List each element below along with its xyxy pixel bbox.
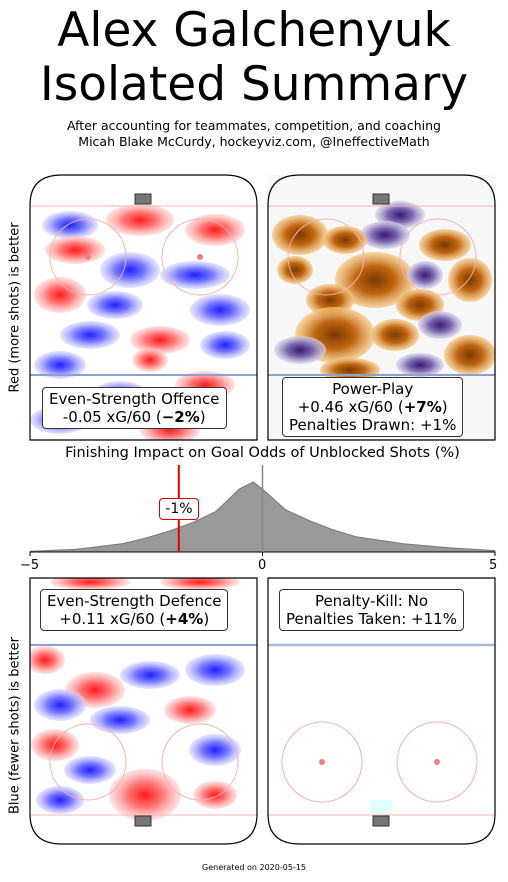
ev-defence-box: Even-Strength Defence +0.11 xG/60 (+4%) (40, 589, 229, 631)
penalty-kill-box: Penalty-Kill: No Penalties Taken: +11% (279, 589, 464, 631)
x-tick-label: 0 (258, 558, 267, 573)
finishing-impact-chart (29, 465, 496, 556)
power-play-value: +0.46 xG/60 (+7%) (297, 398, 448, 416)
penalties-drawn: Penalties Drawn: +1% (289, 416, 457, 434)
bottom-side-label: Blue (fewer shots) is better (7, 637, 23, 814)
power-play-title: Power-Play (332, 380, 414, 398)
penalty-kill-panel (267, 577, 496, 845)
ev-offence-value: -0.05 xG/60 (−2%) (62, 408, 206, 426)
marker-label: -1% (159, 498, 199, 520)
subtitle-line-2: Micah Blake McCurdy, hockeyviz.com, @Ine… (78, 134, 430, 149)
x-tick-label: 5 (489, 558, 498, 573)
title-line-1: Alex Galchenyuk (57, 3, 451, 58)
penalties-taken: Penalties Taken: +11% (286, 610, 457, 628)
ev-defence-heatmap (30, 578, 245, 821)
ev-offence-box: Even-Strength Offence -0.05 xG/60 (−2%) (42, 387, 227, 429)
ev-offence-title: Even-Strength Offence (49, 390, 220, 408)
top-side-label: Red (more shots) is better (7, 222, 23, 393)
penalty-kill-title: Penalty-Kill: No (314, 592, 429, 610)
ev-defence-pct: +4% (165, 610, 204, 628)
power-play-box: Power-Play +0.46 xG/60 (+7%) Penalties D… (282, 377, 464, 437)
chart-title: Finishing Impact on Goal Odds of Unblock… (65, 445, 460, 461)
ev-defence-value: +0.11 xG/60 (+4%) (59, 610, 210, 628)
subtitle-line-1: After accounting for teammates, competit… (67, 118, 441, 133)
ev-defence-title: Even-Strength Defence (47, 592, 222, 610)
title-line-2: Isolated Summary (39, 57, 469, 112)
footer-note: Generated on 2020-05-15 (202, 863, 306, 872)
ev-offence-pct: −2% (161, 408, 200, 426)
x-tick-label: −5 (20, 558, 40, 573)
ev-defence-panel (29, 577, 258, 845)
power-play-pct: +7% (403, 398, 442, 416)
